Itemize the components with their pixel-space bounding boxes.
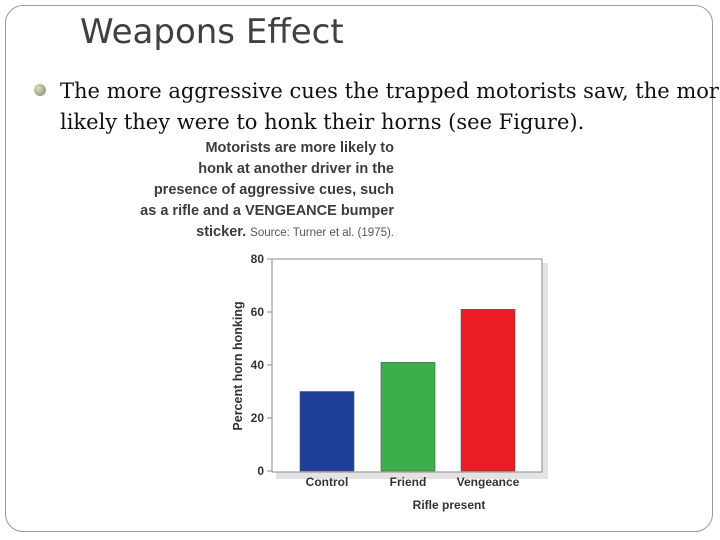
y-axis-label: Percent horn honking [231, 301, 245, 430]
bar-chart: 0 20 40 60 80 Control Friend Vengeance Percent… [231, 252, 548, 512]
caption-line-5-text: sticker. [196, 224, 247, 240]
bars [299, 309, 516, 472]
bullet-icon [34, 84, 46, 96]
y-tick-label: 0 [257, 464, 264, 478]
y-tick-label: 60 [251, 305, 265, 319]
bar-friend [380, 362, 436, 472]
caption-line-4: as a rifle and a VENGEANCE bumper [140, 203, 394, 219]
y-tick-label: 80 [251, 252, 265, 266]
bar-vengeance [460, 309, 516, 472]
y-tick-label: 20 [251, 411, 265, 425]
slide-title: Weapons Effect [80, 12, 344, 52]
y-tick-label: 40 [251, 358, 265, 372]
y-ticks: 0 20 40 60 80 [251, 252, 272, 478]
caption-line-3: presence of aggressive cues, such [153, 182, 394, 198]
bullet-text: The more aggressive cues the trapped mot… [60, 76, 720, 138]
caption-source: Source: Turner et al. (1975). [250, 227, 394, 239]
x-axis-label: Rifle present [413, 498, 486, 512]
bullet-line-2: likely they were to honk their horns (se… [60, 110, 585, 134]
x-tick-label: Friend [390, 475, 427, 489]
caption-line-1: Motorists are more likely to [205, 140, 394, 156]
bar-control [299, 391, 355, 472]
caption-line-2: honk at another driver in the [198, 161, 394, 177]
x-tick-label: Control [306, 475, 349, 489]
caption-line-5: sticker. Source: Turner et al. (1975). [118, 222, 394, 244]
bullet-line-1: The more aggressive cues the trapped mot… [60, 79, 720, 103]
x-ticks: Control Friend Vengeance [306, 475, 520, 489]
x-tick-label: Vengeance [457, 475, 520, 489]
figure-caption: Motorists are more likely to honk at ano… [118, 138, 394, 244]
